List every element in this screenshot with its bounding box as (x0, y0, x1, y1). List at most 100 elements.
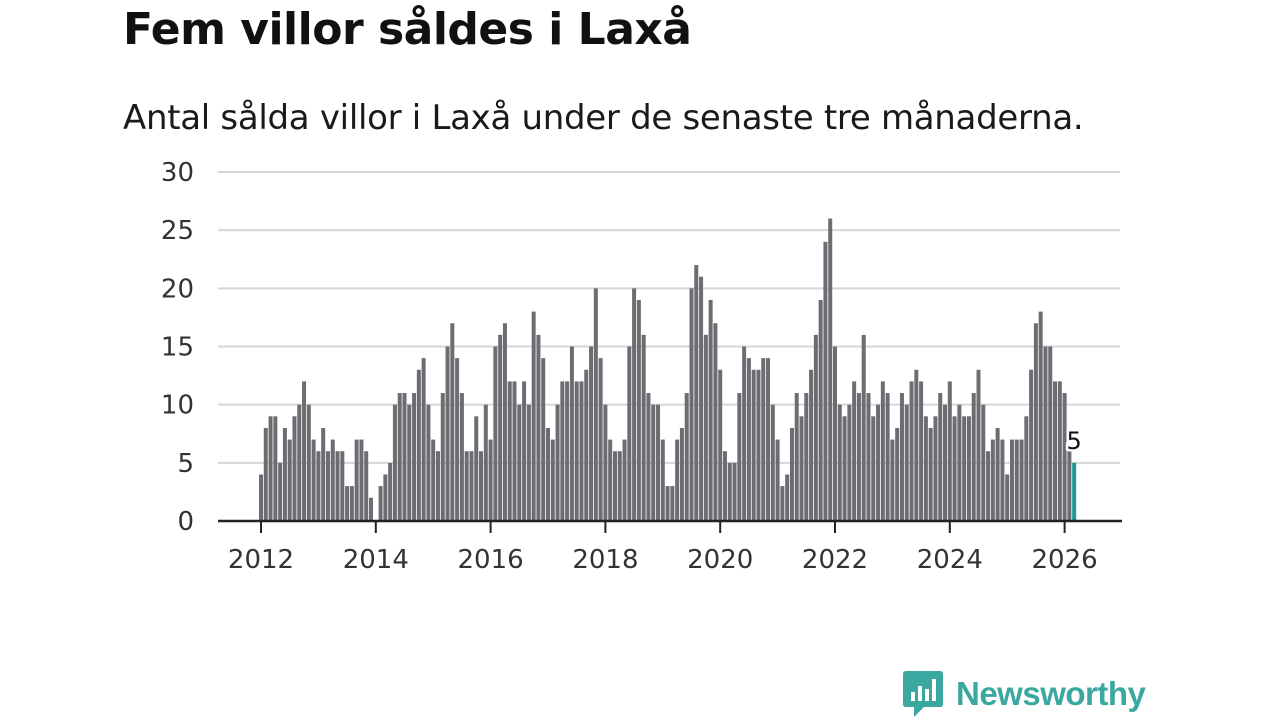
bar (302, 381, 307, 521)
bar (804, 393, 809, 521)
bar (890, 439, 895, 521)
bar (364, 451, 369, 521)
bar (818, 299, 823, 521)
bar (469, 451, 474, 521)
bar (1057, 381, 1062, 521)
brand-name: Newsworthy (956, 675, 1146, 712)
bar (756, 369, 761, 521)
bar (636, 299, 641, 521)
bar (646, 393, 651, 521)
bar (656, 404, 661, 521)
bar (813, 334, 818, 521)
bar (612, 451, 617, 521)
bar (837, 404, 842, 521)
bar (569, 346, 574, 521)
bar (727, 462, 732, 521)
bar (971, 393, 976, 521)
bar (440, 393, 445, 521)
bar (703, 334, 708, 521)
bar (402, 393, 407, 521)
bar (455, 358, 460, 521)
bar (679, 427, 684, 521)
bar (574, 381, 579, 521)
bar (675, 439, 680, 521)
bar-chart: 0 5 10 15 20 25 30 2012 2014 2016 2018 2020 2022 202… (161, 158, 1122, 575)
bar (584, 369, 589, 521)
bar (546, 427, 550, 521)
bar (622, 439, 627, 521)
bar (943, 404, 948, 521)
bar (962, 416, 967, 521)
bar (665, 486, 670, 521)
bar (349, 486, 354, 521)
bar (794, 393, 799, 521)
bar (392, 404, 397, 521)
bar (421, 358, 426, 521)
bar (660, 439, 665, 521)
bar (809, 369, 814, 521)
bar (608, 439, 613, 521)
bar (593, 288, 598, 521)
bar (933, 416, 938, 521)
bar (292, 416, 297, 521)
bar (335, 451, 340, 521)
bar (330, 439, 335, 521)
bar (722, 451, 727, 521)
bar (919, 381, 924, 521)
bar (412, 393, 417, 521)
newsworthy-logo[interactable]: Newsworthy (902, 670, 1146, 718)
bar (589, 346, 594, 521)
bar (684, 393, 689, 521)
x-tick-label: 2016 (458, 545, 524, 575)
bar (1067, 451, 1072, 521)
bar (770, 404, 775, 521)
bar (1033, 323, 1038, 521)
bar (1024, 416, 1029, 521)
bar (321, 427, 326, 521)
bar (957, 404, 962, 521)
bar (761, 358, 766, 521)
bar (718, 369, 723, 521)
bars (259, 218, 1077, 522)
y-axis-ticks: 0 5 10 15 20 25 30 (161, 158, 194, 537)
bar (737, 393, 742, 521)
y-tick-label: 0 (177, 507, 194, 537)
bar (517, 404, 522, 521)
y-tick-label: 10 (161, 391, 194, 421)
bar (450, 323, 455, 521)
bar (526, 404, 531, 521)
bar (981, 404, 986, 521)
bar (325, 451, 330, 521)
bar (550, 439, 555, 521)
bar (522, 381, 527, 521)
bar (359, 439, 364, 521)
bar (287, 439, 292, 521)
y-tick-label: 15 (161, 333, 194, 363)
bar (852, 381, 857, 521)
bar (531, 311, 536, 521)
bar (799, 416, 804, 521)
bar (579, 381, 584, 521)
bar (316, 451, 321, 521)
bar (259, 474, 263, 521)
bar (861, 334, 866, 521)
y-tick-label: 30 (161, 158, 194, 188)
bar (603, 404, 608, 521)
bar (507, 381, 512, 521)
x-axis-ticks: 2012 2014 2016 2018 2020 2022 2024 2026 (228, 521, 1098, 575)
bar (990, 439, 995, 521)
bar (899, 393, 904, 521)
bar (766, 358, 771, 521)
bar (856, 393, 861, 521)
bar (407, 404, 412, 521)
bar (885, 393, 890, 521)
bar (789, 427, 794, 521)
bar (1014, 439, 1019, 521)
bar (1005, 474, 1010, 521)
bar (947, 381, 952, 521)
bar (708, 299, 713, 521)
bar (746, 358, 751, 521)
bar (632, 288, 637, 521)
x-tick-label: 2024 (917, 545, 983, 575)
bar (483, 404, 488, 521)
